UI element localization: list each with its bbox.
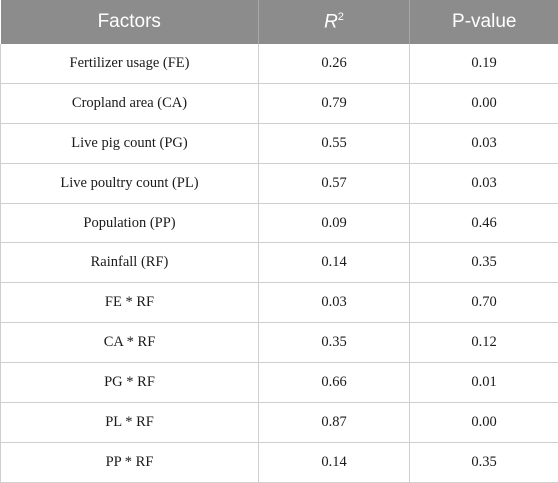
- p-value-cell: 0.46: [410, 203, 558, 243]
- header-r-squared: R2: [259, 0, 410, 44]
- factor-cell: Cropland area (CA): [1, 83, 259, 123]
- factor-cell: FE * RF: [1, 283, 259, 323]
- header-r-letter: R: [324, 11, 338, 32]
- p-value-cell: 0.00: [410, 83, 558, 123]
- table-row: Live pig count (PG) 0.55 0.03: [1, 123, 558, 163]
- table-header: Factors R2 P-value: [1, 0, 558, 44]
- header-row: Factors R2 P-value: [1, 0, 558, 44]
- table-row: Fertilizer usage (FE) 0.26 0.19: [1, 44, 558, 83]
- table-body: Fertilizer usage (FE) 0.26 0.19 Cropland…: [1, 44, 558, 482]
- r-squared-cell: 0.79: [259, 83, 410, 123]
- p-value-cell: 0.35: [410, 442, 558, 482]
- factor-cell: PP * RF: [1, 442, 259, 482]
- table-row: Cropland area (CA) 0.79 0.00: [1, 83, 558, 123]
- factor-cell: Live pig count (PG): [1, 123, 259, 163]
- p-value-cell: 0.19: [410, 44, 558, 83]
- factor-cell: PL * RF: [1, 403, 259, 443]
- r-squared-cell: 0.14: [259, 243, 410, 283]
- p-value-cell: 0.03: [410, 123, 558, 163]
- table-row: Population (PP) 0.09 0.46: [1, 203, 558, 243]
- p-value-cell: 0.01: [410, 363, 558, 403]
- factor-cell: PG * RF: [1, 363, 259, 403]
- table-row: PP * RF 0.14 0.35: [1, 442, 558, 482]
- factor-cell: Population (PP): [1, 203, 259, 243]
- r-squared-cell: 0.09: [259, 203, 410, 243]
- r-squared-cell: 0.35: [259, 323, 410, 363]
- header-factors: Factors: [1, 0, 259, 44]
- header-p-value: P-value: [410, 0, 558, 44]
- factor-cell: CA * RF: [1, 323, 259, 363]
- table-row: Live poultry count (PL) 0.57 0.03: [1, 163, 558, 203]
- r-squared-cell: 0.57: [259, 163, 410, 203]
- p-value-cell: 0.35: [410, 243, 558, 283]
- factor-cell: Fertilizer usage (FE): [1, 44, 259, 83]
- table-row: PL * RF 0.87 0.00: [1, 403, 558, 443]
- table-row: Rainfall (RF) 0.14 0.35: [1, 243, 558, 283]
- r-squared-cell: 0.55: [259, 123, 410, 163]
- p-value-cell: 0.03: [410, 163, 558, 203]
- r-squared-cell: 0.14: [259, 442, 410, 482]
- table-row: CA * RF 0.35 0.12: [1, 323, 558, 363]
- table-row: PG * RF 0.66 0.01: [1, 363, 558, 403]
- header-r-superscript: 2: [338, 11, 344, 23]
- table-row: FE * RF 0.03 0.70: [1, 283, 558, 323]
- p-value-cell: 0.70: [410, 283, 558, 323]
- factor-cell: Live poultry count (PL): [1, 163, 259, 203]
- r-squared-cell: 0.26: [259, 44, 410, 83]
- p-value-cell: 0.12: [410, 323, 558, 363]
- p-value-cell: 0.00: [410, 403, 558, 443]
- factor-cell: Rainfall (RF): [1, 243, 259, 283]
- r-squared-cell: 0.03: [259, 283, 410, 323]
- r-squared-cell: 0.87: [259, 403, 410, 443]
- r-squared-cell: 0.66: [259, 363, 410, 403]
